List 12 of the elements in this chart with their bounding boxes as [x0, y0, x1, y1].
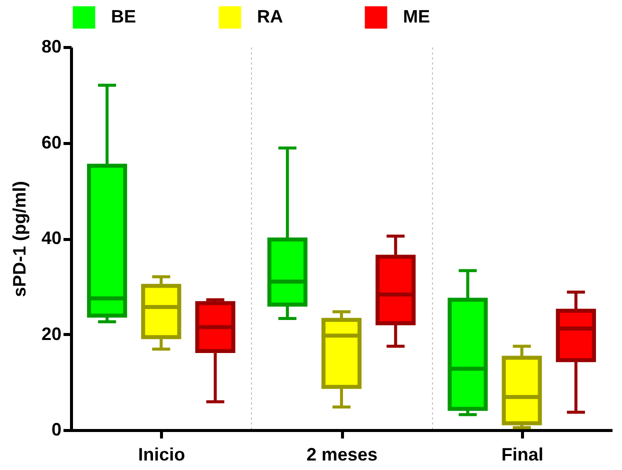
x-tick-label: 2 meses: [306, 444, 378, 464]
legend-label: BE: [111, 6, 136, 26]
legend-label: RA: [257, 6, 283, 26]
y-tick-label: 20: [41, 324, 62, 344]
y-tick-label: 80: [41, 36, 62, 56]
x-tick-label: Inicio: [138, 444, 186, 464]
y-tick-label: 60: [41, 132, 62, 152]
y-tick-label: 0: [51, 420, 62, 440]
legend-label: ME: [403, 6, 430, 26]
y-tick-label: 40: [41, 228, 62, 248]
x-tick-label: Final: [501, 444, 544, 464]
y-axis-title: sPD-1 (pg/ml): [9, 180, 30, 298]
